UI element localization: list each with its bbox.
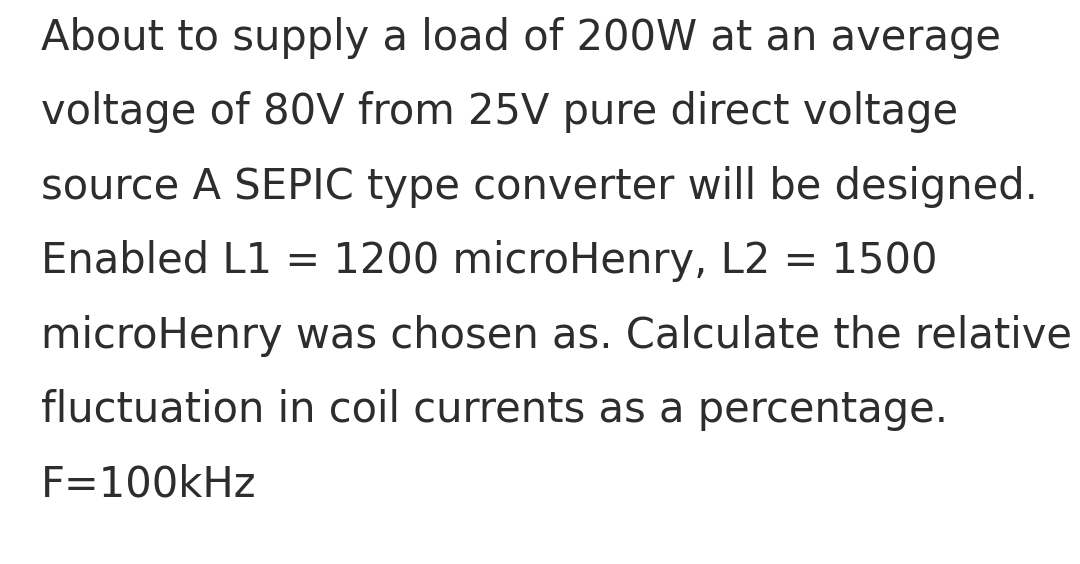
Text: Enabled L1 = 1200 microHenry, L2 = 1500: Enabled L1 = 1200 microHenry, L2 = 1500: [41, 240, 937, 282]
Text: source A SEPIC type converter will be designed.: source A SEPIC type converter will be de…: [41, 166, 1038, 208]
Text: voltage of 80V from 25V pure direct voltage: voltage of 80V from 25V pure direct volt…: [41, 91, 958, 133]
Text: F=100kHz: F=100kHz: [41, 464, 257, 505]
Text: fluctuation in coil currents as a percentage.: fluctuation in coil currents as a percen…: [41, 389, 948, 431]
Text: About to supply a load of 200W at an average: About to supply a load of 200W at an ave…: [41, 17, 1001, 59]
Text: microHenry was chosen as. Calculate the relative: microHenry was chosen as. Calculate the …: [41, 315, 1072, 356]
